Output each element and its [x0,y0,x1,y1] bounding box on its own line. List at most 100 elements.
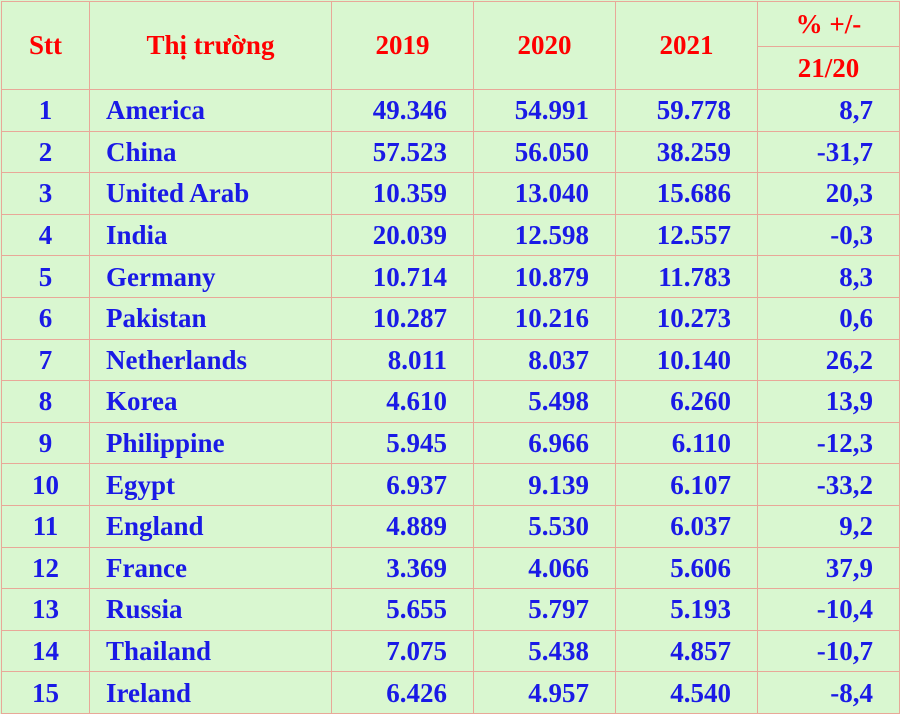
cell-2019: 4.889 [331,504,474,548]
cell-2020: 10.879 [473,255,616,298]
header-pct-change: % +/- [757,1,900,47]
cell-pct-change: -31,7 [757,130,900,174]
cell-stt: 3 [1,172,90,215]
cell-pct-change: 37,9 [757,546,900,590]
table-row: 14 Thailand 7.075 5.438 4.857 -10,7 [1,629,900,673]
cell-market: Thailand [89,629,332,673]
cell-2021: 6.037 [615,504,758,548]
cell-2021: 6.260 [615,380,758,423]
cell-2020: 5.438 [473,629,616,673]
cell-market: Ireland [89,671,332,714]
cell-2020: 5.530 [473,504,616,548]
cell-market: Germany [89,255,332,298]
cell-2020: 13.040 [473,172,616,215]
cell-stt: 5 [1,255,90,298]
header-pct-period: 21/20 [757,46,900,90]
cell-market: England [89,504,332,548]
cell-2020: 56.050 [473,130,616,174]
cell-market: China [89,130,332,174]
table-row: 11 England 4.889 5.530 6.037 9,2 [1,504,900,548]
cell-2019: 6.937 [331,463,474,506]
cell-market: Philippine [89,421,332,465]
cell-2019: 3.369 [331,546,474,590]
cell-stt: 13 [1,588,90,631]
cell-pct-change: 8,7 [757,89,900,132]
cell-2021: 6.107 [615,463,758,506]
cell-2019: 20.039 [331,213,474,257]
cell-stt: 9 [1,421,90,465]
cell-market: Egypt [89,463,332,506]
cell-2019: 5.945 [331,421,474,465]
cell-market: Pakistan [89,296,332,340]
cell-2019: 10.714 [331,255,474,298]
cell-market: United Arab [89,172,332,215]
cell-pct-change: -10,4 [757,588,900,631]
cell-pct-change: 26,2 [757,338,900,382]
cell-2019: 10.359 [331,172,474,215]
cell-stt: 7 [1,338,90,382]
cell-stt: 14 [1,629,90,673]
cell-pct-change: 9,2 [757,504,900,548]
table-header: Stt Thị trường 2019 2020 2021 % +/- 21/2… [1,1,900,90]
cell-2020: 5.498 [473,380,616,423]
header-market: Thị trường [89,1,332,90]
cell-2020: 4.066 [473,546,616,590]
cell-2020: 8.037 [473,338,616,382]
table-row: 2 China 57.523 56.050 38.259 -31,7 [1,130,900,174]
cell-pct-change: -8,4 [757,671,900,714]
cell-stt: 10 [1,463,90,506]
cell-2019: 4.610 [331,380,474,423]
cell-2021: 12.557 [615,213,758,257]
cell-2020: 10.216 [473,296,616,340]
cell-2021: 59.778 [615,89,758,132]
cell-stt: 8 [1,380,90,423]
cell-2020: 54.991 [473,89,616,132]
cell-2020: 5.797 [473,588,616,631]
cell-pct-change: -10,7 [757,629,900,673]
cell-2021: 38.259 [615,130,758,174]
cell-pct-change: -33,2 [757,463,900,506]
cell-pct-change: 20,3 [757,172,900,215]
cell-stt: 15 [1,671,90,714]
cell-pct-change: 8,3 [757,255,900,298]
cell-2020: 12.598 [473,213,616,257]
cell-2019: 57.523 [331,130,474,174]
cell-pct-change: 0,6 [757,296,900,340]
table-row: 3 United Arab 10.359 13.040 15.686 20,3 [1,172,900,215]
cell-2021: 11.783 [615,255,758,298]
cell-2021: 10.273 [615,296,758,340]
cell-pct-change: -12,3 [757,421,900,465]
cell-2019: 49.346 [331,89,474,132]
table-row: 6 Pakistan 10.287 10.216 10.273 0,6 [1,296,900,340]
table-body: 1 America 49.346 54.991 59.778 8,7 2 China 57.52… [1,89,900,714]
cell-market: America [89,89,332,132]
table-row: 4 India 20.039 12.598 12.557 -0,3 [1,213,900,257]
cell-market: Korea [89,380,332,423]
table-row: 8 Korea 4.610 5.498 6.260 13,9 [1,380,900,423]
cell-2021: 5.606 [615,546,758,590]
table-row: 9 Philippine 5.945 6.966 6.110 -12,3 [1,421,900,465]
header-2021: 2021 [615,1,758,90]
table-row: 12 France 3.369 4.066 5.606 37,9 [1,546,900,590]
cell-2020: 4.957 [473,671,616,714]
table-row: 10 Egypt 6.937 9.139 6.107 -33,2 [1,463,900,506]
cell-stt: 1 [1,89,90,132]
cell-market: Netherlands [89,338,332,382]
table-row: 5 Germany 10.714 10.879 11.783 8,3 [1,255,900,298]
cell-2021: 15.686 [615,172,758,215]
table-row: 13 Russia 5.655 5.797 5.193 -10,4 [1,588,900,631]
cell-2019: 5.655 [331,588,474,631]
cell-market: France [89,546,332,590]
cell-stt: 2 [1,130,90,174]
header-2020: 2020 [473,1,616,90]
cell-2021: 4.857 [615,629,758,673]
cell-pct-change: -0,3 [757,213,900,257]
cell-2021: 5.193 [615,588,758,631]
header-2019: 2019 [331,1,474,90]
cell-2021: 6.110 [615,421,758,465]
cell-stt: 11 [1,504,90,548]
cell-2020: 6.966 [473,421,616,465]
table-row: 15 Ireland 6.426 4.957 4.540 -8,4 [1,671,900,714]
